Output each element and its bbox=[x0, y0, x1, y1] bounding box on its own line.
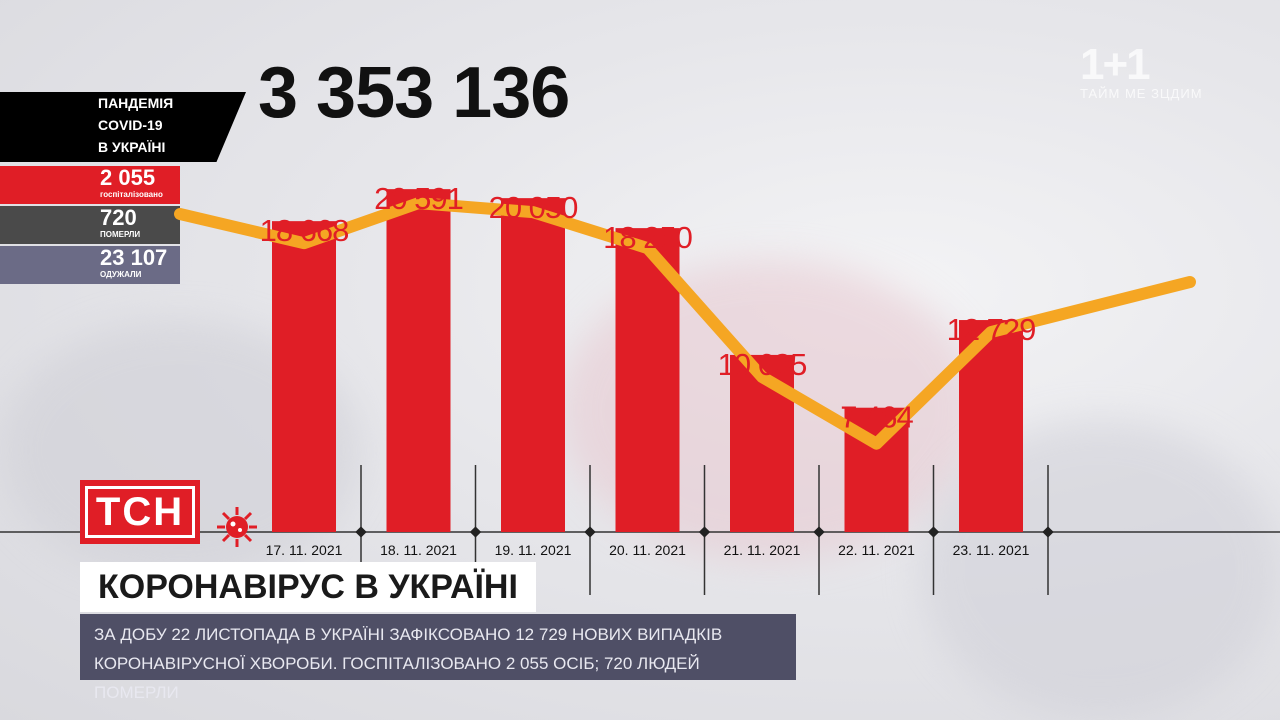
panel-title-line: ПАНДЕМІЯ bbox=[98, 95, 174, 111]
stat-recovered: 23 107 ОДУЖАЛИ bbox=[0, 246, 180, 284]
bar-value-label: 18 668 bbox=[260, 213, 349, 248]
bar bbox=[501, 198, 565, 533]
stat-label: ОДУЖАЛИ bbox=[100, 270, 142, 279]
total-cases: 3 353 136 bbox=[258, 53, 570, 133]
stat-hospitalized: 2 055 госпіталізовано bbox=[0, 166, 180, 204]
logo-text: 1+1 bbox=[1080, 40, 1151, 89]
x-tick-marker bbox=[813, 526, 825, 538]
stat-died: 720 ПОМЕРЛИ bbox=[0, 206, 180, 244]
bar-value-label: 12 729 bbox=[947, 312, 1036, 347]
virus-icon bbox=[217, 507, 257, 547]
bar-value-label: 20 050 bbox=[489, 190, 579, 225]
news-ticker-text: ЗА ДОБУ 22 ЛИСТОПАДА В УКРАЇНІ ЗАФІКСОВА… bbox=[80, 614, 796, 702]
x-tick-marker bbox=[469, 526, 482, 538]
headline: КОРОНАВІРУС В УКРАЇНІ bbox=[80, 562, 536, 612]
stat-value: 23 107 bbox=[100, 245, 168, 270]
tsn-logo: ТСН bbox=[80, 480, 200, 544]
tsn-logo-text: ТСН bbox=[84, 486, 196, 538]
bar bbox=[272, 221, 336, 532]
x-tick-label: 19. 11. 2021 bbox=[495, 542, 572, 558]
x-tick-label: 21. 11. 2021 bbox=[724, 542, 801, 558]
bar bbox=[386, 189, 451, 532]
x-tick-label: 17. 11. 2021 bbox=[266, 542, 343, 558]
pandemic-title-panel: ПАНДЕМІЯ COVID-19 В УКРАЇНІ bbox=[0, 92, 246, 162]
panel-title-line: В УКРАЇНІ bbox=[98, 139, 166, 155]
x-tick-label: 22. 11. 2021 bbox=[838, 542, 915, 558]
x-tick-label: 20. 11. 2021 bbox=[609, 542, 686, 558]
stat-value: 2 055 bbox=[100, 165, 156, 190]
channel-logo: 1+1 ТАЙМ МЕ ЗЦДИМ bbox=[1080, 40, 1203, 101]
bar-value-label: 7 464 bbox=[840, 400, 913, 435]
stat-label: госпіталізовано bbox=[100, 190, 163, 199]
bar-value-label: 18 250 bbox=[603, 220, 693, 255]
panel-title-line: COVID-19 bbox=[98, 117, 163, 133]
x-tick-label: 18. 11. 2021 bbox=[380, 542, 457, 558]
bar-value-label: 10 635 bbox=[718, 347, 807, 382]
x-tick-marker bbox=[355, 526, 367, 538]
x-tick-marker bbox=[698, 526, 711, 538]
trend-line bbox=[174, 197, 1196, 450]
x-tick-marker bbox=[584, 526, 596, 538]
x-tick-marker bbox=[927, 526, 940, 538]
x-tick-label: 23. 11. 2021 bbox=[953, 542, 1030, 558]
stat-label: ПОМЕРЛИ bbox=[100, 230, 141, 239]
stat-value: 720 bbox=[100, 205, 137, 230]
bar-value-label: 20 591 bbox=[374, 181, 463, 216]
logo-subtext: ТАЙМ МЕ ЗЦДИМ bbox=[1080, 86, 1203, 101]
x-tick-marker bbox=[1042, 526, 1054, 538]
